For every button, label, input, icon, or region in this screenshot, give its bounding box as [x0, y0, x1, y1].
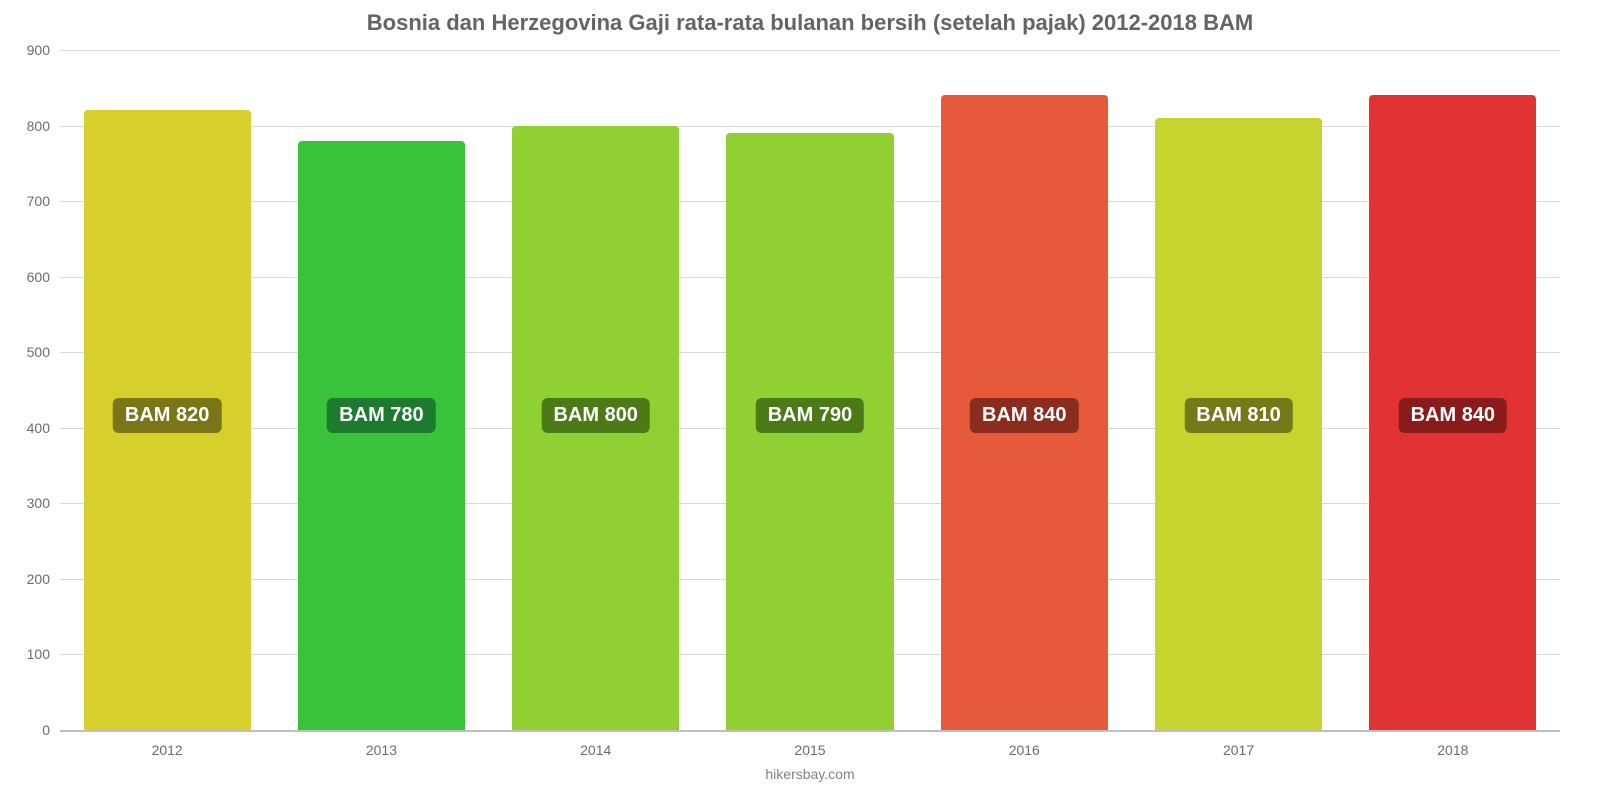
x-tick-label: 2017: [1131, 742, 1345, 758]
y-tick-label: 900: [27, 42, 60, 58]
y-tick-label: 600: [27, 269, 60, 285]
y-tick-label: 500: [27, 344, 60, 360]
bar-slot: BAM 840: [1346, 50, 1560, 730]
bar-slot: BAM 790: [703, 50, 917, 730]
bar-slot: BAM 810: [1131, 50, 1345, 730]
y-tick-label: 300: [27, 495, 60, 511]
y-tick-label: 700: [27, 193, 60, 209]
x-tick-label: 2016: [917, 742, 1131, 758]
chart-title: Bosnia dan Herzegovina Gaji rata-rata bu…: [60, 10, 1560, 36]
bar-value-label: BAM 840: [970, 398, 1078, 433]
y-tick-label: 0: [42, 722, 60, 738]
y-tick-label: 800: [27, 118, 60, 134]
bar-slot: BAM 820: [60, 50, 274, 730]
x-axis: 2012201320142015201620172018: [60, 742, 1560, 758]
bar-value-label: BAM 780: [327, 398, 435, 433]
bar-value-label: BAM 820: [113, 398, 221, 433]
x-tick-label: 2018: [1346, 742, 1560, 758]
bar-slot: BAM 780: [274, 50, 488, 730]
bar-value-label: BAM 790: [756, 398, 864, 433]
bar-slot: BAM 840: [917, 50, 1131, 730]
x-tick-label: 2012: [60, 742, 274, 758]
bars-container: BAM 820 BAM 780 BAM 800 BAM 790 BAM 840 BAM 8…: [60, 50, 1560, 730]
bar-value-label: BAM 840: [1399, 398, 1507, 433]
bar-value-label: BAM 810: [1184, 398, 1292, 433]
salary-bar-chart: Bosnia dan Herzegovina Gaji rata-rata bu…: [0, 0, 1600, 800]
y-tick-label: 100: [27, 646, 60, 662]
x-tick-label: 2014: [489, 742, 703, 758]
bar-value-label: BAM 800: [541, 398, 649, 433]
y-tick-label: 200: [27, 571, 60, 587]
y-tick-label: 400: [27, 420, 60, 436]
plot-area: 0100200300400500600700800900 BAM 820BAM …: [60, 50, 1560, 730]
bar: [298, 141, 465, 730]
x-tick-label: 2013: [274, 742, 488, 758]
footer-attribution: hikersbay.com: [60, 766, 1560, 782]
bar-slot: BAM 800: [489, 50, 703, 730]
gridline: [60, 730, 1560, 732]
x-tick-label: 2015: [703, 742, 917, 758]
